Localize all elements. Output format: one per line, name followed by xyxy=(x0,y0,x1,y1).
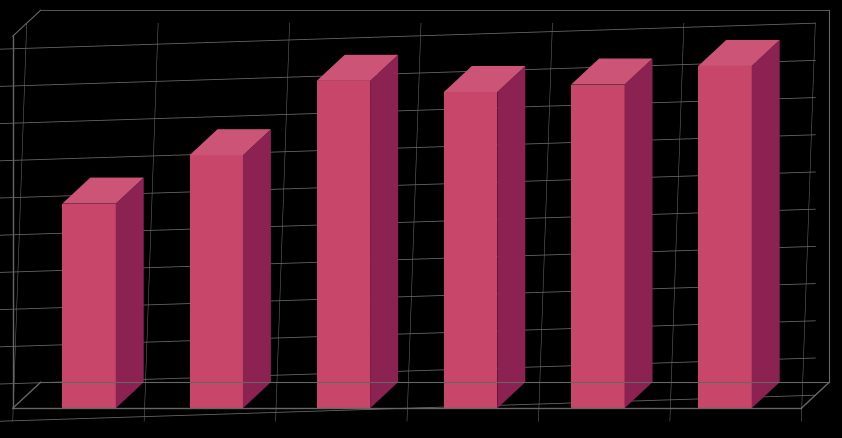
Polygon shape xyxy=(317,56,398,81)
Polygon shape xyxy=(189,156,243,408)
Polygon shape xyxy=(62,204,115,408)
Polygon shape xyxy=(571,85,625,408)
Polygon shape xyxy=(444,93,498,408)
Polygon shape xyxy=(317,81,370,408)
Polygon shape xyxy=(243,130,271,408)
Polygon shape xyxy=(370,56,398,408)
Polygon shape xyxy=(62,178,144,204)
Polygon shape xyxy=(498,67,525,408)
Polygon shape xyxy=(625,60,653,408)
Polygon shape xyxy=(698,67,752,408)
Polygon shape xyxy=(752,41,780,408)
Polygon shape xyxy=(571,60,653,85)
Polygon shape xyxy=(698,41,780,67)
Polygon shape xyxy=(189,130,271,156)
Polygon shape xyxy=(444,67,525,93)
Polygon shape xyxy=(115,178,144,408)
